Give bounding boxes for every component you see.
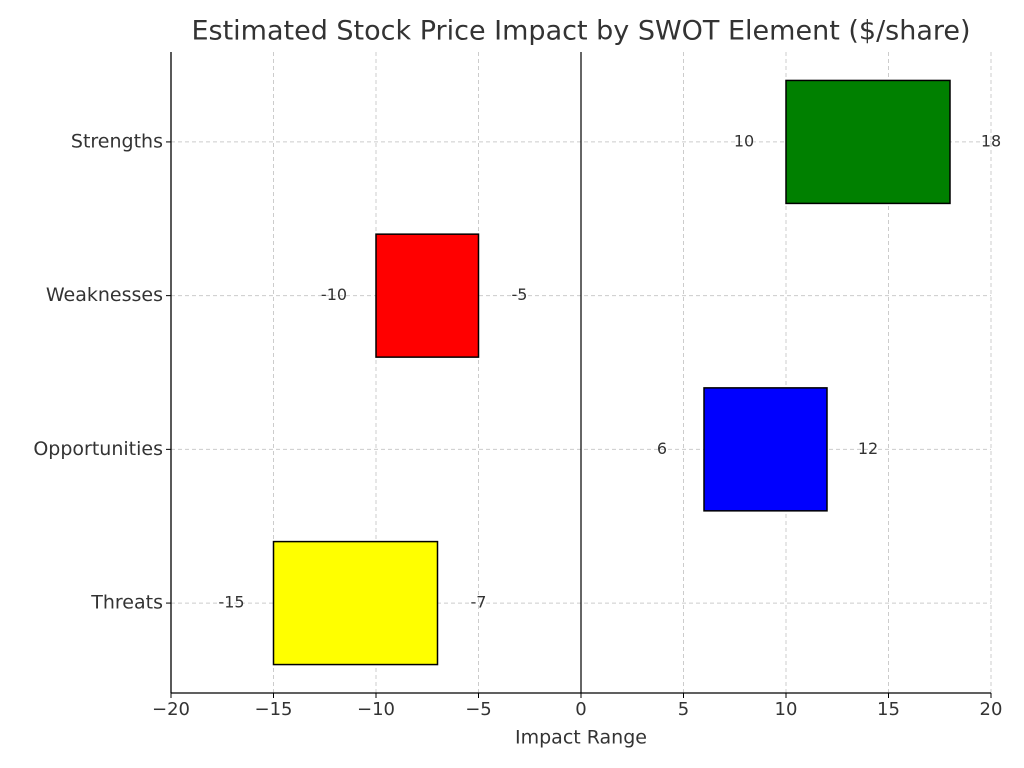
bar <box>703 387 828 512</box>
value-label: -5 <box>512 285 528 304</box>
x-tick-label: −15 <box>255 699 293 720</box>
y-tick-label: Strengths <box>71 130 163 152</box>
value-label: -15 <box>218 593 244 612</box>
y-tick-label: Weaknesses <box>46 284 163 306</box>
value-label: 6 <box>657 439 667 458</box>
value-label: -7 <box>471 593 487 612</box>
value-label: 10 <box>734 131 754 150</box>
y-tick-label: Threats <box>90 592 163 614</box>
value-label: 12 <box>858 439 878 458</box>
y-tick-label: Opportunities <box>33 438 163 460</box>
value-label: -10 <box>321 285 347 304</box>
bar <box>375 233 480 358</box>
x-tick-label: 0 <box>575 699 586 720</box>
value-label: 18 <box>981 131 1001 150</box>
x-tick-label: 20 <box>980 699 1003 720</box>
x-tick-label: 10 <box>775 699 798 720</box>
x-tick-label: 5 <box>678 699 689 720</box>
x-axis-label: Impact Range <box>515 727 647 749</box>
x-tick-label: −5 <box>465 699 492 720</box>
bar <box>272 540 439 666</box>
chart-title: Estimated Stock Price Impact by SWOT Ele… <box>191 16 970 47</box>
bar <box>785 79 951 205</box>
x-tick-label: −10 <box>357 699 395 720</box>
x-tick-label: 15 <box>877 699 900 720</box>
x-tick-label: −20 <box>152 699 190 720</box>
